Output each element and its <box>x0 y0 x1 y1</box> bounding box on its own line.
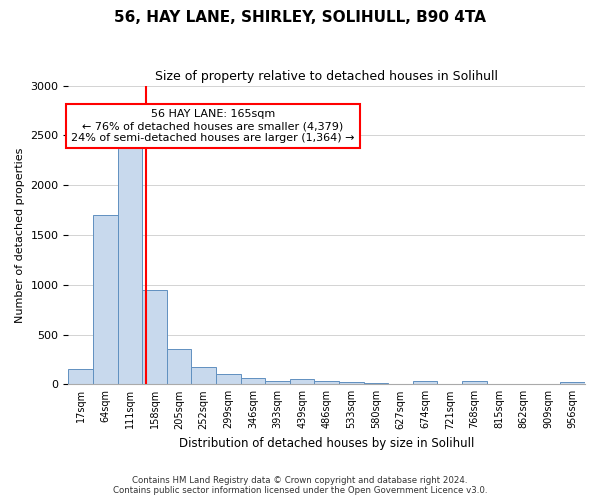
Bar <box>118 146 142 384</box>
Bar <box>560 382 585 384</box>
Text: 56, HAY LANE, SHIRLEY, SOLIHULL, B90 4TA: 56, HAY LANE, SHIRLEY, SOLIHULL, B90 4TA <box>114 10 486 25</box>
Title: Size of property relative to detached houses in Solihull: Size of property relative to detached ho… <box>155 70 498 83</box>
Bar <box>167 350 191 384</box>
Bar <box>142 290 167 384</box>
Bar <box>339 382 364 384</box>
Bar <box>290 380 314 384</box>
Bar <box>265 382 290 384</box>
Bar <box>216 374 241 384</box>
Bar <box>93 215 118 384</box>
Bar <box>413 382 437 384</box>
Text: Contains HM Land Registry data © Crown copyright and database right 2024.
Contai: Contains HM Land Registry data © Crown c… <box>113 476 487 495</box>
Bar <box>68 370 93 384</box>
Bar <box>462 382 487 384</box>
Text: 56 HAY LANE: 165sqm
← 76% of detached houses are smaller (4,379)
24% of semi-det: 56 HAY LANE: 165sqm ← 76% of detached ho… <box>71 110 355 142</box>
Bar <box>314 382 339 384</box>
Y-axis label: Number of detached properties: Number of detached properties <box>15 147 25 322</box>
Bar <box>191 368 216 384</box>
X-axis label: Distribution of detached houses by size in Solihull: Distribution of detached houses by size … <box>179 437 475 450</box>
Bar <box>241 378 265 384</box>
